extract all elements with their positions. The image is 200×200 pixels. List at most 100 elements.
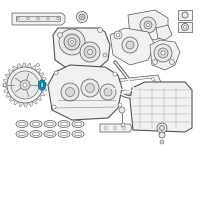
Circle shape bbox=[144, 21, 152, 29]
Circle shape bbox=[154, 44, 172, 62]
Polygon shape bbox=[178, 10, 192, 20]
Polygon shape bbox=[48, 65, 122, 120]
Ellipse shape bbox=[60, 132, 68, 136]
Circle shape bbox=[61, 83, 79, 101]
Circle shape bbox=[27, 17, 29, 20]
Circle shape bbox=[103, 53, 107, 57]
Polygon shape bbox=[53, 28, 110, 67]
Ellipse shape bbox=[44, 120, 56, 128]
Ellipse shape bbox=[44, 130, 56, 138]
Circle shape bbox=[57, 17, 59, 20]
Ellipse shape bbox=[74, 122, 82, 126]
Circle shape bbox=[126, 41, 134, 49]
Circle shape bbox=[119, 107, 125, 113]
Ellipse shape bbox=[46, 132, 54, 136]
Circle shape bbox=[113, 72, 117, 76]
Circle shape bbox=[161, 51, 165, 55]
Circle shape bbox=[114, 127, 116, 130]
Ellipse shape bbox=[38, 80, 46, 90]
Polygon shape bbox=[3, 63, 47, 107]
Circle shape bbox=[66, 88, 74, 97]
Circle shape bbox=[170, 60, 174, 64]
Circle shape bbox=[68, 38, 76, 46]
Circle shape bbox=[134, 86, 136, 90]
Circle shape bbox=[122, 37, 138, 53]
Circle shape bbox=[153, 60, 158, 64]
Circle shape bbox=[47, 17, 49, 20]
Polygon shape bbox=[116, 78, 156, 91]
Circle shape bbox=[160, 140, 164, 144]
Circle shape bbox=[122, 127, 126, 130]
Polygon shape bbox=[110, 28, 155, 65]
Polygon shape bbox=[128, 10, 168, 40]
Circle shape bbox=[70, 40, 74, 44]
Circle shape bbox=[64, 34, 80, 50]
Ellipse shape bbox=[40, 82, 44, 88]
Polygon shape bbox=[12, 13, 65, 25]
Circle shape bbox=[3, 83, 7, 87]
Polygon shape bbox=[100, 124, 132, 132]
Circle shape bbox=[37, 17, 39, 20]
Ellipse shape bbox=[30, 130, 42, 138]
Circle shape bbox=[86, 84, 95, 92]
Circle shape bbox=[184, 25, 186, 28]
Circle shape bbox=[114, 31, 122, 39]
Ellipse shape bbox=[72, 120, 84, 128]
Circle shape bbox=[7, 67, 43, 103]
Circle shape bbox=[158, 48, 168, 58]
Circle shape bbox=[116, 33, 120, 37]
Ellipse shape bbox=[18, 122, 26, 126]
Circle shape bbox=[54, 71, 58, 75]
Ellipse shape bbox=[16, 120, 28, 128]
Circle shape bbox=[146, 23, 150, 26]
Ellipse shape bbox=[60, 122, 68, 126]
Circle shape bbox=[100, 84, 116, 100]
Circle shape bbox=[98, 27, 102, 32]
Circle shape bbox=[118, 103, 122, 107]
Ellipse shape bbox=[32, 122, 40, 126]
Ellipse shape bbox=[58, 120, 70, 128]
Circle shape bbox=[112, 79, 116, 82]
Ellipse shape bbox=[16, 130, 28, 138]
Circle shape bbox=[52, 105, 56, 109]
Circle shape bbox=[160, 126, 164, 130]
Polygon shape bbox=[150, 40, 180, 70]
Circle shape bbox=[17, 17, 19, 20]
Circle shape bbox=[121, 123, 125, 127]
Circle shape bbox=[76, 11, 88, 22]
Ellipse shape bbox=[58, 130, 70, 138]
Circle shape bbox=[81, 79, 99, 97]
Circle shape bbox=[152, 77, 154, 80]
Ellipse shape bbox=[46, 122, 54, 126]
Circle shape bbox=[81, 16, 83, 18]
Ellipse shape bbox=[32, 132, 40, 136]
Ellipse shape bbox=[74, 132, 82, 136]
Polygon shape bbox=[130, 82, 192, 132]
Circle shape bbox=[36, 64, 40, 66]
Polygon shape bbox=[156, 25, 172, 40]
Polygon shape bbox=[178, 22, 192, 32]
Circle shape bbox=[159, 132, 165, 138]
Circle shape bbox=[104, 88, 112, 96]
Polygon shape bbox=[16, 16, 60, 21]
Circle shape bbox=[79, 14, 85, 20]
Circle shape bbox=[11, 71, 39, 99]
Polygon shape bbox=[110, 75, 162, 95]
Circle shape bbox=[23, 83, 27, 87]
Circle shape bbox=[58, 32, 62, 38]
Circle shape bbox=[104, 127, 108, 130]
Circle shape bbox=[114, 88, 118, 90]
Circle shape bbox=[140, 17, 156, 33]
Circle shape bbox=[20, 80, 30, 90]
Ellipse shape bbox=[72, 130, 84, 138]
Ellipse shape bbox=[18, 132, 26, 136]
Circle shape bbox=[182, 12, 188, 18]
Ellipse shape bbox=[30, 120, 42, 128]
Circle shape bbox=[157, 123, 167, 133]
Circle shape bbox=[153, 84, 156, 88]
Circle shape bbox=[88, 49, 92, 54]
Circle shape bbox=[59, 29, 85, 55]
Circle shape bbox=[80, 42, 100, 62]
Circle shape bbox=[84, 46, 96, 58]
Circle shape bbox=[182, 23, 188, 30]
